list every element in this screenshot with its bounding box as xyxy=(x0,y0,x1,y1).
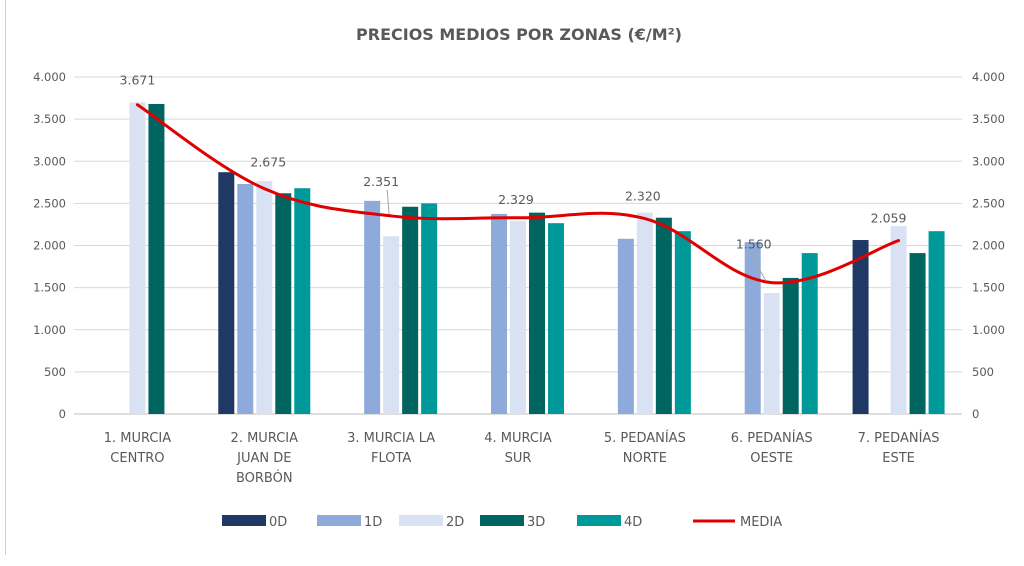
data-label: 2.675 xyxy=(250,155,286,170)
y-tick-label-right: 2.000 xyxy=(972,239,1005,253)
legend-label: 0D xyxy=(269,515,287,530)
leader-line xyxy=(386,189,390,214)
bar-3D-cat3 xyxy=(402,206,419,414)
bar-4D-cat5 xyxy=(674,231,691,414)
bar-1D-cat6 xyxy=(744,242,761,414)
bar-1D-cat3 xyxy=(364,200,381,414)
y-tick-label-right: 1.000 xyxy=(972,323,1005,337)
legend-item-3D: 3D xyxy=(480,515,545,530)
bar-3D-cat5 xyxy=(655,217,672,414)
legend-item-1D: 1D xyxy=(317,515,382,530)
bar-2D-cat3 xyxy=(383,236,400,414)
bars xyxy=(129,102,945,415)
y-tick-label-right: 1.500 xyxy=(972,281,1005,295)
legend-swatch-4D xyxy=(577,515,621,526)
y-tick-label-left: 1.500 xyxy=(33,281,66,295)
bar-2D-cat4 xyxy=(510,221,526,414)
bar-2D-cat7 xyxy=(890,226,907,414)
category-label: 4. MURCIA xyxy=(484,431,552,446)
legend-label: 4D xyxy=(624,515,642,530)
chart-title: PRECIOS MEDIOS POR ZONAS (€/M²) xyxy=(356,25,682,44)
data-label: 3.671 xyxy=(120,73,156,88)
bar-1D-cat2 xyxy=(237,183,254,414)
category-label: 2. MURCIA xyxy=(231,431,299,446)
data-label: 2.320 xyxy=(625,189,661,204)
category-label: 6. PEDANÍAS xyxy=(731,430,813,446)
bar-3D-cat7 xyxy=(909,253,926,414)
category-label: 7. PEDANÍAS xyxy=(858,430,940,446)
media-line-path xyxy=(135,103,901,285)
category-label: SUR xyxy=(505,451,532,466)
legend-label: 1D xyxy=(364,515,382,530)
legend-swatch-3D xyxy=(480,515,524,526)
bar-4D-cat2 xyxy=(294,188,311,414)
y-tick-label-right: 2.500 xyxy=(972,196,1005,210)
data-label: 2.329 xyxy=(498,192,534,207)
y-tick-label-left: 500 xyxy=(44,365,66,379)
legend-label: 2D xyxy=(446,515,464,530)
category-label: CENTRO xyxy=(110,451,164,466)
legend-item-4D: 4D xyxy=(577,515,642,530)
data-label: 1.560 xyxy=(736,237,772,252)
bar-0D-cat7 xyxy=(852,240,869,414)
y-tick-label-left: 3.000 xyxy=(33,154,66,168)
leader-line xyxy=(749,252,767,281)
y-tick-label-right: 4.000 xyxy=(972,70,1005,84)
bar-2D-cat2 xyxy=(256,181,273,414)
media-line xyxy=(135,103,901,285)
bar-2D-cat5 xyxy=(636,212,653,414)
category-label: 1. MURCIA xyxy=(104,431,172,446)
bar-3D-cat1 xyxy=(148,103,165,415)
legend-item-0D: 0D xyxy=(222,515,287,530)
bar-3D-cat6 xyxy=(782,277,799,414)
y-tick-label-left: 1.000 xyxy=(33,323,66,337)
category-label: JUAN DE xyxy=(236,451,291,466)
category-label: OESTE xyxy=(750,451,793,466)
legend-item-MEDIA: MEDIA xyxy=(693,515,782,530)
legend-label: MEDIA xyxy=(740,515,782,530)
bar-1D-cat4 xyxy=(491,213,507,414)
data-label: 2.351 xyxy=(363,174,399,189)
category-label: 3. MURCIA LA xyxy=(347,431,435,446)
bar-4D-cat7 xyxy=(928,231,945,414)
legend-item-2D: 2D xyxy=(399,515,464,530)
bar-1D-cat5 xyxy=(617,238,634,414)
bar-2D-cat6 xyxy=(763,293,780,414)
bar-2D-cat1 xyxy=(129,102,146,415)
x-axis-categories: 1. MURCIA CENTRO 2. MURCIA JUAN DE BORBÓN 3. … xyxy=(104,430,940,486)
legend-swatch-1D xyxy=(317,515,361,526)
legend-swatch-2D xyxy=(399,515,443,526)
y-axis-right: 0 500 1.000 1.500 2.000 2.500 3.000 3.500 4.000 xyxy=(972,70,1005,421)
category-label: 5. PEDANÍAS xyxy=(604,430,686,446)
data-label: 2.059 xyxy=(871,211,907,226)
legend-swatch-0D xyxy=(222,515,266,526)
y-tick-label-right: 500 xyxy=(972,365,994,379)
y-tick-label-right: 3.000 xyxy=(972,154,1005,168)
y-tick-label-right: 0 xyxy=(972,407,979,421)
legend-label: 3D xyxy=(527,515,545,530)
bar-4D-cat3 xyxy=(421,203,438,414)
bar-3D-cat2 xyxy=(275,193,292,414)
y-tick-label-left: 3.500 xyxy=(33,112,66,126)
y-tick-label-left: 0 xyxy=(59,407,66,421)
bar-4D-cat4 xyxy=(548,223,564,414)
y-tick-label-left: 2.500 xyxy=(33,196,66,210)
y-tick-label-left: 2.000 xyxy=(33,239,66,253)
category-label: NORTE xyxy=(623,451,667,466)
data-labels: 3.671 2.675 2.351 2.329 2.320 1.560 2.059 xyxy=(120,73,907,281)
category-label: ESTE xyxy=(882,451,915,466)
legend: 0D 1D 2D 3D 4D MEDIA xyxy=(222,515,782,530)
bar-0D-cat2 xyxy=(218,172,235,414)
y-tick-label-right: 3.500 xyxy=(972,112,1005,126)
category-label: FLOTA xyxy=(371,451,411,466)
y-tick-label-left: 4.000 xyxy=(33,70,66,84)
category-label: BORBÓN xyxy=(236,470,293,486)
y-axis-left: 0 500 1.000 1.500 2.000 2.500 3.000 3.500 4.000 xyxy=(33,70,66,421)
bar-3D-cat4 xyxy=(529,212,545,414)
bar-4D-cat6 xyxy=(801,253,818,414)
chart-frame xyxy=(5,0,1024,555)
